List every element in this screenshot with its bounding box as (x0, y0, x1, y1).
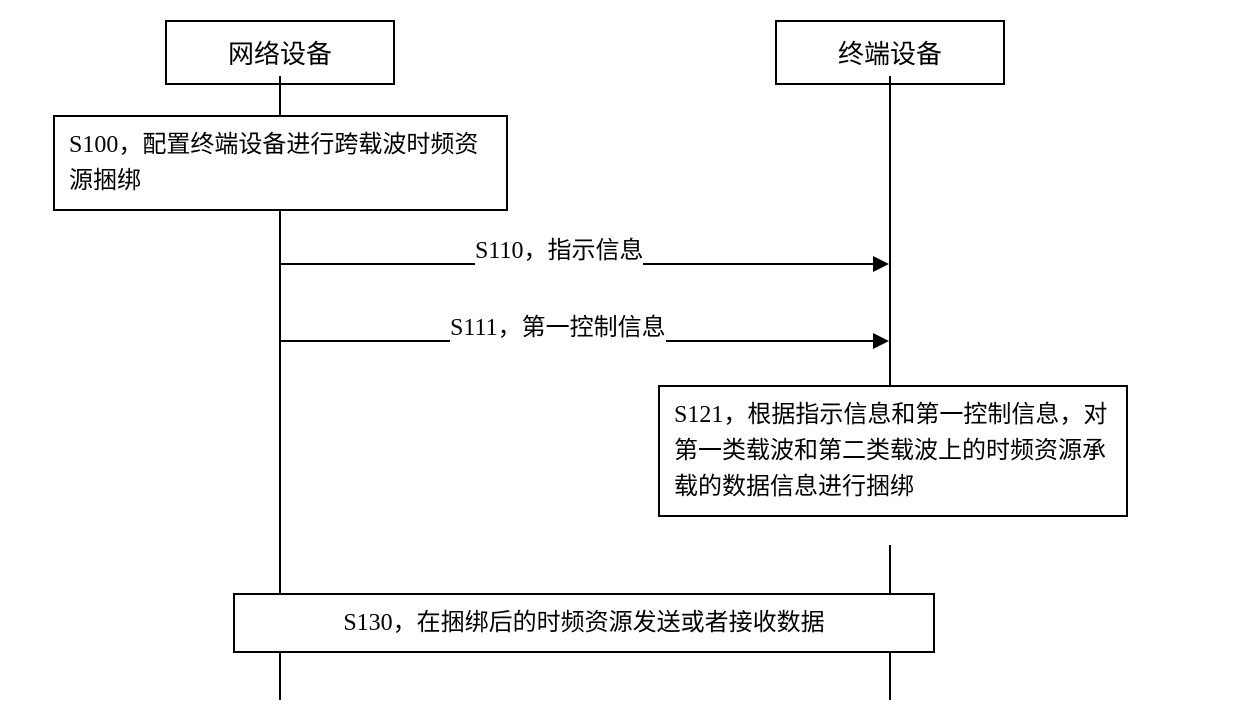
lifeline-terminal-top (889, 76, 891, 385)
arrow-s111 (873, 333, 889, 349)
message-label-s111: S111，第一控制信息 (450, 307, 666, 342)
lifeline-network-mid (279, 201, 281, 593)
arrow-s110 (873, 256, 889, 272)
sequence-diagram: 网络设备 终端设备 S100，配置终端设备进行跨载波时频资源捆绑 S110，指示… (20, 20, 1220, 700)
lifeline-network-bottom (279, 649, 281, 700)
step-s100: S100，配置终端设备进行跨载波时频资源捆绑 (53, 115, 508, 211)
lifeline-terminal-mid (889, 545, 891, 593)
lifeline-network-top (279, 76, 281, 115)
message-label-s110: S110，指示信息 (475, 230, 643, 265)
step-s130: S130，在捆绑后的时频资源发送或者接收数据 (233, 593, 935, 653)
lifeline-terminal-bottom (889, 649, 891, 700)
step-s121: S121，根据指示信息和第一控制信息，对第一类载波和第二类载波上的时频资源承载的… (658, 385, 1128, 517)
